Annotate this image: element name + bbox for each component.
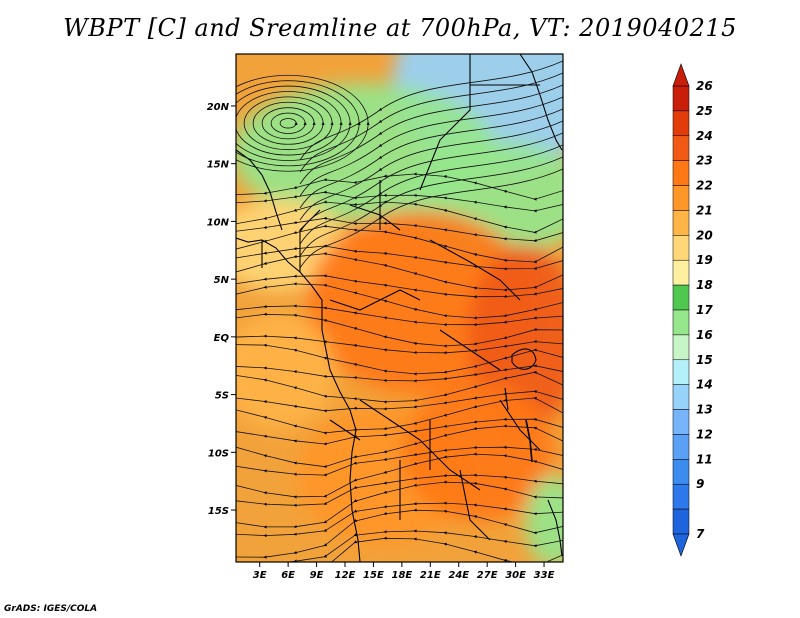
x-tick-label: 27E: [477, 570, 498, 581]
x-tick-label: 30E: [505, 570, 526, 581]
colorbar-swatch: [672, 210, 690, 236]
streamline: [236, 91, 343, 156]
colorbar-swatch: [672, 434, 690, 460]
colorbar-swatch: [672, 110, 690, 137]
colorbar-label: 12: [696, 427, 713, 441]
colorbar-swatch: [672, 409, 690, 435]
colorbar-label: 23: [696, 154, 713, 168]
map-frame: [235, 53, 564, 563]
y-tick-label: 5N: [214, 275, 230, 286]
x-tick-label: 12E: [335, 570, 356, 581]
colorbar-swatch: [672, 384, 690, 410]
streamline: [299, 72, 563, 173]
colorbar-min-triangle: [672, 533, 690, 557]
streamline: [236, 74, 370, 172]
colorbar-label: 11: [696, 452, 713, 466]
x-tick-label: 21E: [420, 570, 441, 581]
colorbar-label: 26: [696, 79, 713, 93]
wbpt-region: [236, 313, 336, 430]
streamline: [270, 112, 307, 134]
y-tick-label: 10S: [208, 448, 229, 459]
y-tick-label: 5S: [215, 391, 229, 402]
streamline: [261, 107, 316, 140]
colorbar-label: 19: [696, 253, 713, 267]
x-tick-label: 3E: [253, 570, 267, 581]
y-tick-label: 15S: [208, 506, 229, 517]
wbpt-region: [525, 475, 563, 562]
colorbar-swatch: [672, 334, 690, 361]
colorbar-label: 9: [696, 477, 704, 491]
streamline: [299, 144, 563, 245]
colorbar-swatch: [672, 284, 690, 311]
colorbar-label: 25: [696, 104, 713, 118]
colorbar-label: 24: [696, 129, 713, 143]
x-axis: 3E 6E 9E 12E 15E 18E 21E 24E 27E 30E 33E: [253, 562, 555, 581]
streamline: [299, 108, 563, 209]
colorbar-swatch: [672, 160, 690, 186]
colorbar-max-triangle: [672, 63, 690, 87]
streamline: [299, 120, 563, 221]
streamline: [299, 60, 563, 161]
streamline: [299, 168, 563, 269]
colorbar-label: 21: [696, 203, 713, 217]
colorbar-swatch: [672, 235, 690, 261]
x-tick-label: 18E: [391, 570, 412, 581]
x-tick-label: 9E: [310, 570, 324, 581]
x-tick-label: 33E: [534, 570, 555, 581]
map-panel: [235, 53, 564, 563]
colorbar-swatch: [672, 483, 690, 510]
streamline: [243, 96, 334, 151]
y-tick-label: 10N: [207, 217, 230, 228]
streamline: [299, 156, 563, 257]
colorbar: 26 25 24 23 22 21 20 19 18 17 16 15 14 13 12 11 9 7: [672, 63, 713, 557]
colorbar-swatch: [672, 85, 690, 112]
credit-label: GrADS: IGES/COLA: [4, 604, 98, 614]
colorbar-swatch: [672, 135, 690, 161]
colorbar-swatch: [672, 259, 690, 286]
streamlines: [236, 60, 563, 562]
colorbar-swatch: [672, 185, 690, 211]
colorbar-label: 17: [696, 303, 713, 317]
colorbar-label: 18: [696, 278, 713, 292]
y-tick-label: 20N: [207, 102, 230, 113]
streamline: [279, 118, 298, 129]
colorbar-label: 13: [696, 403, 713, 417]
colorbar-label: 16: [696, 328, 713, 342]
y-tick-label: EQ: [214, 333, 230, 344]
y-axis: 20N 15N 10N 5N EQ 5S 10S 15S: [207, 102, 236, 517]
streamline: [252, 101, 325, 145]
streamline: [299, 84, 563, 185]
streamline: [236, 85, 352, 161]
x-tick-label: 24E: [448, 570, 469, 581]
x-tick-label: 6E: [281, 570, 295, 581]
colorbar-label: 15: [696, 353, 713, 367]
chart-title: WBPT [C] and Sreamline at 700hPa, VT: 20…: [63, 14, 737, 42]
colorbar-swatch: [672, 459, 690, 485]
y-tick-label: 15N: [207, 160, 230, 171]
colorbar-swatch: [672, 508, 690, 535]
colorbar-swatch: [672, 359, 690, 385]
colorbar-swatch: [672, 309, 690, 336]
x-tick-label: 15E: [363, 570, 384, 581]
streamline: [299, 96, 563, 197]
colorbar-label: 22: [696, 179, 713, 193]
streamline: [299, 132, 563, 233]
colorbar-label: 20: [696, 228, 713, 242]
colorbar-label: 14: [696, 378, 713, 392]
colorbar-label: 7: [696, 527, 705, 541]
